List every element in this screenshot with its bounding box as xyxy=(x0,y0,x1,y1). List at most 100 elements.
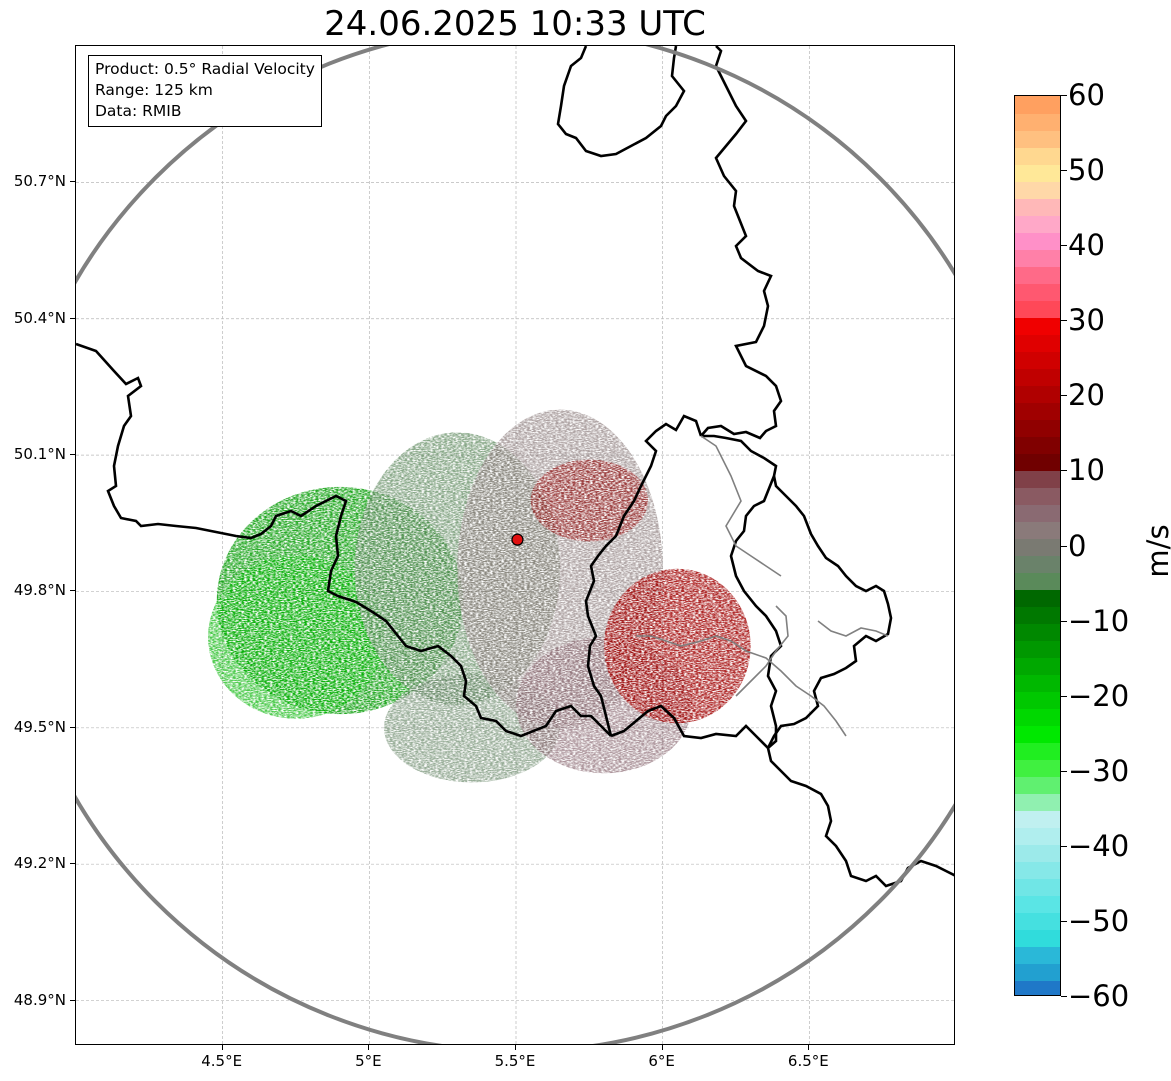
border-germany-france-east xyxy=(766,747,954,888)
colorbar-tick-label: −50 xyxy=(1068,903,1130,938)
colorbar-segment xyxy=(1015,164,1060,182)
lon-tick-label: 6.5°E xyxy=(787,1052,829,1070)
colorbar-segment xyxy=(1015,538,1060,556)
lat-tick-mark xyxy=(70,590,75,592)
lat-tick-label: 48.9°N xyxy=(13,990,66,1009)
border-germany-east xyxy=(666,46,776,422)
colorbar-segment xyxy=(1015,878,1060,896)
product-label: Product: 0.5° Radial Velocity xyxy=(95,60,315,78)
colorbar-segment xyxy=(1015,300,1060,318)
colorbar-tick-mark xyxy=(1061,920,1067,922)
lat-tick-label: 49.8°N xyxy=(13,581,66,600)
lon-tick-mark xyxy=(221,1045,223,1050)
colorbar-tick-mark xyxy=(1061,996,1067,997)
colorbar-tick-mark xyxy=(1061,170,1067,172)
border-saarland xyxy=(766,475,893,749)
product-info-box: Product: 0.5° Radial Velocity Range: 125… xyxy=(88,55,322,127)
subborder-lux-2 xyxy=(636,635,847,737)
colorbar-segment xyxy=(1015,470,1060,488)
colorbar-segment xyxy=(1015,963,1060,981)
lat-tick-mark xyxy=(70,181,75,183)
colorbar-segment xyxy=(1015,895,1060,913)
radar-map-canvas xyxy=(76,46,954,1044)
colorbar-segment xyxy=(1015,674,1060,692)
colorbar-segment xyxy=(1015,810,1060,828)
colorbar-segment xyxy=(1015,861,1060,879)
colorbar-segment xyxy=(1015,385,1060,403)
colorbar-segment xyxy=(1015,317,1060,335)
lon-tick-mark xyxy=(661,1045,663,1050)
radar-map[interactable] xyxy=(75,45,955,1045)
lon-tick-mark xyxy=(515,1045,516,1050)
colorbar-tick-mark xyxy=(1061,545,1067,547)
colorbar-segment xyxy=(1015,555,1060,573)
colorbar-segment xyxy=(1015,606,1060,624)
colorbar-segment xyxy=(1015,351,1060,369)
lat-tick-mark xyxy=(70,726,75,728)
velocity-echoes xyxy=(208,409,751,783)
colorbar-segment xyxy=(1015,793,1060,811)
border-france-belgium xyxy=(76,342,612,738)
colorbar-segment xyxy=(1015,334,1060,352)
lon-tick-mark xyxy=(808,1045,810,1050)
colorbar-segment xyxy=(1015,130,1060,148)
colorbar-segment xyxy=(1015,912,1060,930)
colorbar-segment xyxy=(1015,589,1060,607)
colorbar-segment xyxy=(1015,946,1060,964)
lon-tick-label: 4.5°E xyxy=(201,1052,243,1070)
colorbar-segment xyxy=(1015,725,1060,743)
colorbar-segment xyxy=(1015,113,1060,131)
colorbar-segment xyxy=(1015,708,1060,726)
colorbar-tick-label: 10 xyxy=(1068,453,1105,488)
data-source-label: Data: RMIB xyxy=(95,102,182,120)
velocity-region-outbound-mid-north xyxy=(530,459,648,542)
colorbar-tick-label: −60 xyxy=(1068,979,1130,1013)
lat-tick-mark xyxy=(70,454,75,456)
colorbar-segment xyxy=(1015,657,1060,675)
colorbar-segment xyxy=(1015,419,1060,437)
colorbar-segment xyxy=(1015,844,1060,862)
colorbar-tick-label: −40 xyxy=(1068,828,1130,863)
lon-tick-label: 5°E xyxy=(355,1052,382,1070)
colorbar-tick-mark xyxy=(1061,245,1067,247)
lon-tick-mark xyxy=(368,1045,370,1050)
colorbar-segment xyxy=(1015,283,1060,301)
border-belgium-germany xyxy=(700,46,783,440)
border-luxembourg-south xyxy=(610,434,783,750)
lat-tick-mark xyxy=(70,317,75,319)
colorbar-segment xyxy=(1015,147,1060,165)
colorbar-segment xyxy=(1015,929,1060,947)
country-borders xyxy=(76,46,954,888)
colorbar-segment xyxy=(1015,759,1060,777)
colorbar-segment xyxy=(1015,980,1060,995)
colorbar-tick-label: −30 xyxy=(1068,753,1130,788)
border-belgium-luxembourg xyxy=(584,414,703,737)
velocity-colorbar xyxy=(1014,95,1061,996)
border-netherlands xyxy=(556,46,686,158)
colorbar-tick-label: 40 xyxy=(1068,228,1105,263)
colorbar-segment xyxy=(1015,572,1060,590)
lat-tick-label: 49.5°N xyxy=(13,717,66,736)
colorbar-segment xyxy=(1015,504,1060,522)
colorbar-tick-label: 60 xyxy=(1068,78,1105,112)
lat-tick-label: 50.1°N xyxy=(13,445,66,464)
colorbar-segment xyxy=(1015,96,1060,114)
colorbar-segment xyxy=(1015,640,1060,658)
colorbar-segment xyxy=(1015,742,1060,760)
colorbar-tick-mark xyxy=(1061,395,1067,397)
lat-tick-label: 50.7°N xyxy=(13,172,66,191)
colorbar-tick-mark xyxy=(1061,845,1067,847)
colorbar-tick-label: −10 xyxy=(1068,603,1130,638)
colorbar-segment xyxy=(1015,249,1060,267)
colorbar-segment xyxy=(1015,266,1060,284)
colorbar-segment xyxy=(1015,691,1060,709)
colorbar-tick-mark xyxy=(1061,695,1067,697)
border-germany-north xyxy=(561,46,674,131)
colorbar-segment xyxy=(1015,436,1060,454)
radar-site-marker xyxy=(511,533,524,546)
colorbar-tick-mark xyxy=(1061,620,1067,622)
colorbar-tick-mark xyxy=(1061,470,1067,472)
colorbar-segment xyxy=(1015,487,1060,505)
colorbar-tick-label: 0 xyxy=(1068,528,1087,563)
colorbar-segment xyxy=(1015,827,1060,845)
